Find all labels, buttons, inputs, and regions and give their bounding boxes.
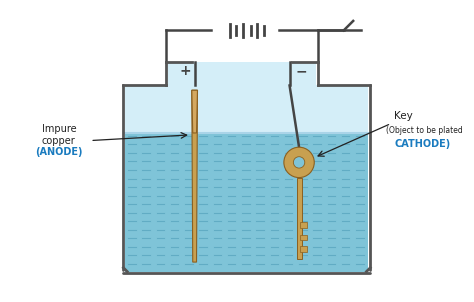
- Circle shape: [293, 157, 305, 168]
- Bar: [125, 133, 368, 271]
- Polygon shape: [192, 90, 198, 133]
- Polygon shape: [192, 90, 198, 262]
- Text: Key: Key: [394, 111, 413, 121]
- Text: Impure
copper: Impure copper: [42, 124, 76, 146]
- Bar: [300, 222, 307, 228]
- Circle shape: [284, 147, 314, 178]
- Bar: [168, 62, 316, 85]
- Text: (ANODE): (ANODE): [35, 147, 82, 157]
- Bar: [300, 246, 307, 252]
- Bar: [125, 85, 368, 133]
- Bar: [300, 235, 307, 240]
- Text: −: −: [295, 64, 307, 78]
- Text: CATHODE): CATHODE): [394, 139, 450, 149]
- Text: +: +: [179, 64, 191, 78]
- Text: (Object to be plated: (Object to be plated: [386, 126, 463, 135]
- Bar: [297, 178, 302, 259]
